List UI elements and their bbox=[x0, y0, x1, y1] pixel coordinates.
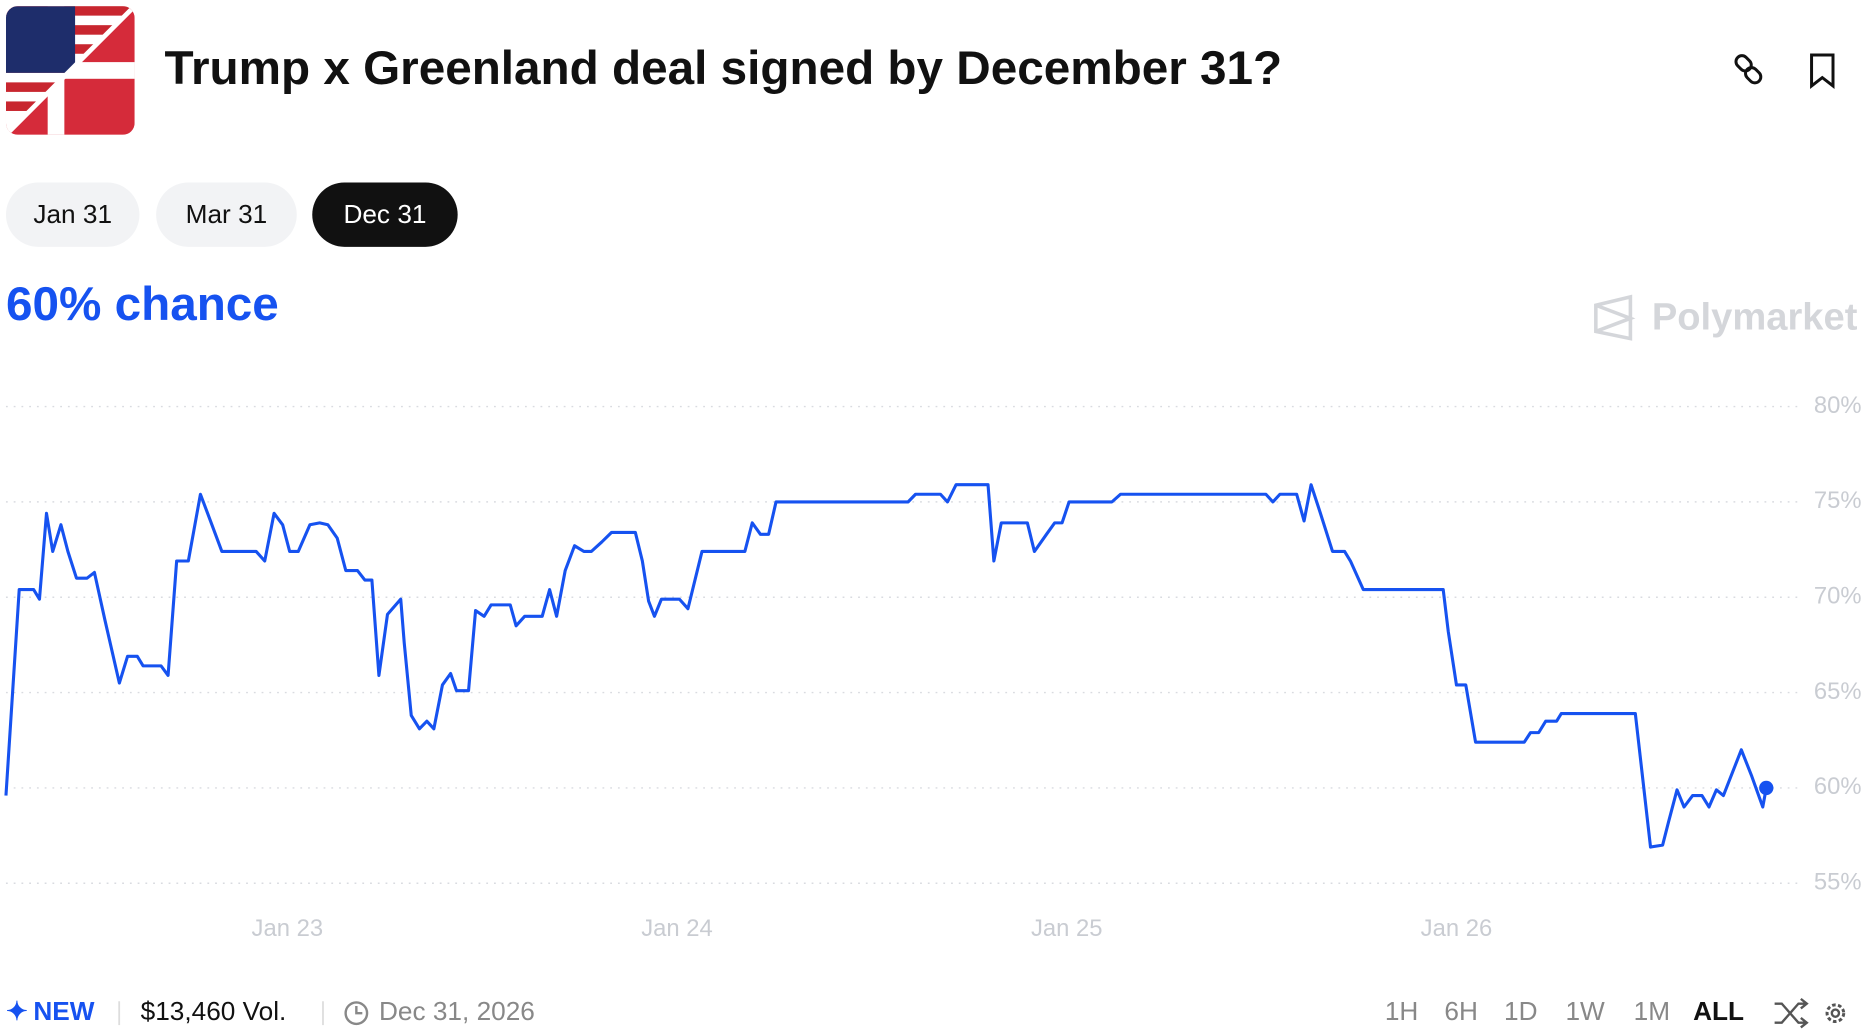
range-button[interactable]: 1M bbox=[1634, 996, 1670, 1026]
brand: Polymarket bbox=[1652, 296, 1858, 339]
title: Trump x Greenland deal signed by Decembe… bbox=[164, 42, 1282, 95]
tabs: Jan 31 Mar 31 Dec 31 bbox=[5, 182, 458, 247]
footer: ✦ NEW $13,460 Vol. Dec 31, 2026 1H 6H 1D 1W… bbox=[6, 996, 1846, 1029]
settings-button[interactable] bbox=[1825, 1003, 1846, 1024]
y-tick-label: 70% bbox=[1814, 583, 1862, 610]
x-tick-label: Jan 24 bbox=[641, 915, 713, 942]
y-tick-label: 60% bbox=[1814, 773, 1862, 800]
clock-icon bbox=[344, 1001, 369, 1026]
x-tick-label: Jan 26 bbox=[1421, 915, 1493, 942]
price-line bbox=[4, 483, 1768, 849]
tab[interactable] bbox=[5, 182, 140, 247]
y-tick-label: 65% bbox=[1814, 678, 1862, 705]
end-date: Dec 31, 2026 bbox=[379, 996, 535, 1026]
range-button[interactable]: 1H bbox=[1385, 996, 1419, 1026]
bookmark-button[interactable] bbox=[1810, 53, 1835, 89]
headline: 60% chance bbox=[6, 278, 279, 331]
new-badge: NEW bbox=[33, 996, 94, 1026]
x-tick-label: Jan 25 bbox=[1031, 915, 1103, 942]
clock-hands bbox=[355, 1006, 363, 1015]
x-tick-label: Jan 23 bbox=[252, 915, 324, 942]
range-button[interactable]: 1D bbox=[1504, 996, 1538, 1026]
compare-button[interactable] bbox=[1774, 997, 1809, 1029]
tab[interactable] bbox=[156, 182, 297, 247]
new-star: ✦ bbox=[6, 996, 28, 1026]
brand-logo bbox=[1594, 294, 1636, 341]
volume: $13,460 Vol. bbox=[141, 996, 287, 1026]
y-tick-label: 75% bbox=[1814, 487, 1862, 514]
chart: 55% 60% 65% 70% 75% 80% Jan 23 Jan 24 Jan 25 Jan … bbox=[4, 392, 1862, 942]
end-dot bbox=[1759, 780, 1774, 796]
tab[interactable] bbox=[312, 182, 458, 247]
range-button[interactable]: 6H bbox=[1444, 996, 1478, 1026]
market-icon bbox=[5, 6, 135, 135]
link-button[interactable] bbox=[1734, 53, 1764, 85]
settings-core bbox=[1830, 1008, 1841, 1018]
range-button[interactable]: ALL bbox=[1693, 996, 1744, 1026]
tab-label[interactable]: Mar 31 bbox=[186, 199, 268, 229]
tab-label[interactable]: Jan 31 bbox=[33, 199, 112, 229]
y-tick-label: 80% bbox=[1814, 392, 1862, 419]
y-tick-label: 55% bbox=[1814, 869, 1862, 896]
tab-label[interactable]: Dec 31 bbox=[343, 199, 426, 229]
range-button[interactable]: 1W bbox=[1565, 996, 1605, 1026]
